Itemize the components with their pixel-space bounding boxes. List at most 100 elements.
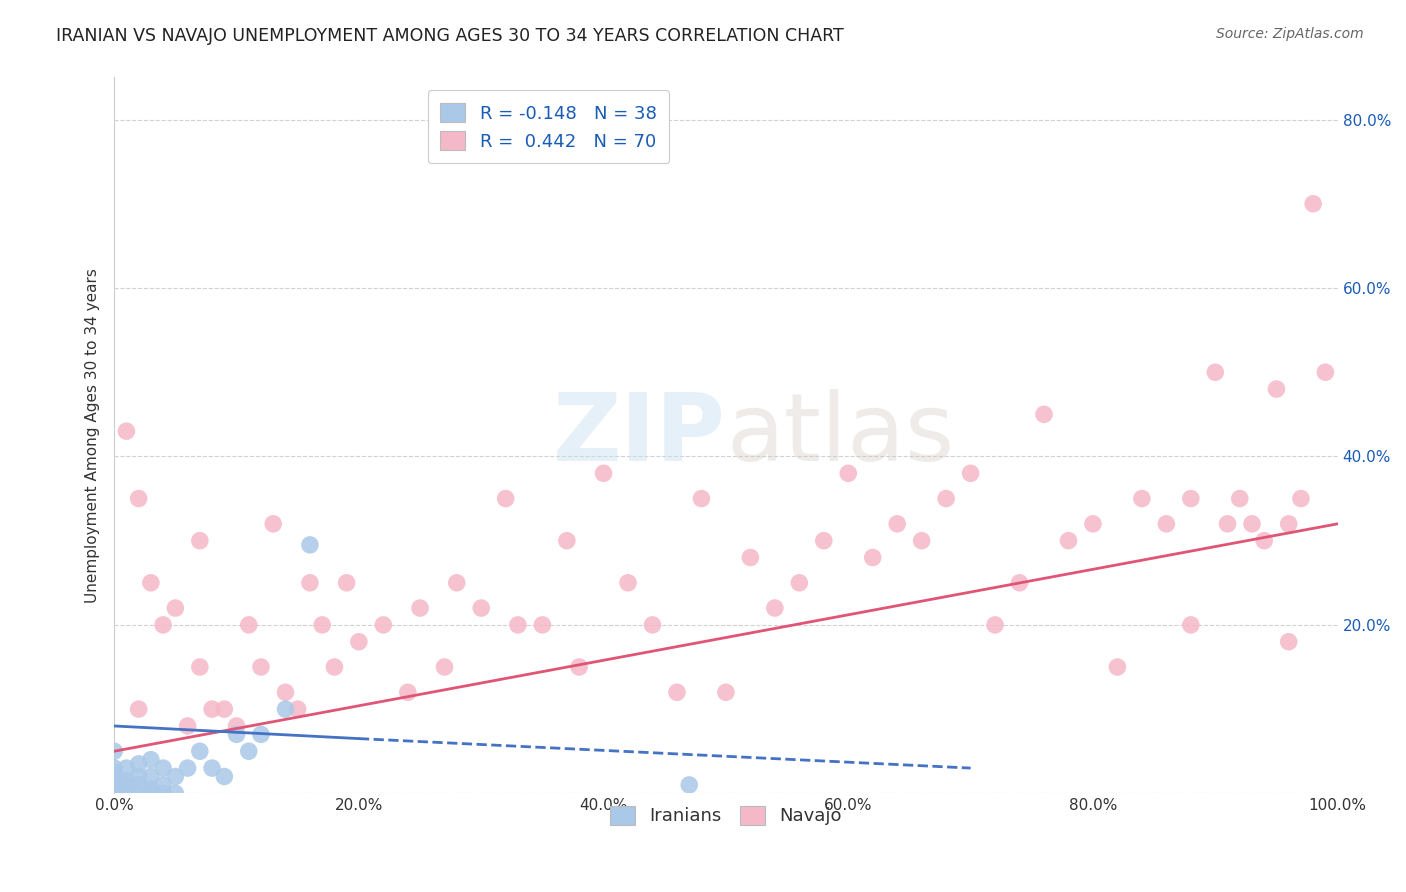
Point (103, 782, 125, 797)
Point (1278, 516, 1301, 531)
Point (1180, 618, 1202, 632)
Point (128, 491, 150, 506)
Point (139, 782, 162, 797)
Point (128, 778, 150, 792)
Point (103, 770, 125, 784)
Point (201, 761, 224, 775)
Point (592, 467, 614, 481)
Point (409, 601, 432, 615)
Point (139, 753, 162, 767)
Point (152, 618, 174, 632)
Point (103, 786, 125, 800)
Point (139, 786, 162, 800)
Point (347, 634, 370, 648)
Point (214, 770, 236, 784)
Legend: Iranians, Navajo: Iranians, Navajo (600, 797, 851, 834)
Point (568, 660, 591, 674)
Point (665, 685, 688, 699)
Point (250, 727, 273, 741)
Point (103, 765, 125, 780)
Point (433, 660, 456, 674)
Point (214, 702, 236, 716)
Point (446, 575, 468, 590)
Point (115, 424, 138, 438)
Point (714, 685, 737, 699)
Point (262, 516, 284, 531)
Point (1107, 660, 1129, 674)
Point (641, 618, 664, 632)
Point (298, 575, 321, 590)
Point (176, 719, 198, 733)
Point (287, 702, 309, 716)
Point (152, 778, 174, 792)
Point (238, 744, 260, 758)
Point (495, 491, 517, 506)
Point (274, 685, 297, 699)
Point (531, 618, 554, 632)
Point (690, 491, 713, 506)
Point (139, 575, 162, 590)
Point (959, 467, 981, 481)
Point (165, 770, 187, 784)
Point (152, 761, 174, 775)
Point (555, 533, 578, 548)
Text: IRANIAN VS NAVAJO UNEMPLOYMENT AMONG AGES 30 TO 34 YEARS CORRELATION CHART: IRANIAN VS NAVAJO UNEMPLOYMENT AMONG AGE… (56, 27, 844, 45)
Point (115, 782, 138, 797)
Point (250, 660, 273, 674)
Point (103, 786, 125, 800)
Point (1204, 365, 1226, 379)
Point (506, 618, 529, 632)
Point (1033, 408, 1056, 422)
Point (103, 778, 125, 792)
Point (128, 786, 150, 800)
Point (323, 660, 346, 674)
Point (152, 786, 174, 800)
Point (1008, 575, 1031, 590)
Point (678, 778, 700, 792)
Point (1180, 491, 1202, 506)
Point (984, 618, 1007, 632)
Point (813, 533, 835, 548)
Point (617, 575, 640, 590)
Point (311, 618, 333, 632)
Point (128, 756, 150, 771)
Point (103, 744, 125, 758)
Point (1278, 634, 1301, 648)
Point (128, 702, 150, 716)
Point (139, 770, 162, 784)
Point (201, 702, 224, 716)
Point (336, 575, 359, 590)
Y-axis label: Unemployment Among Ages 30 to 34 years: Unemployment Among Ages 30 to 34 years (86, 268, 100, 603)
Point (298, 538, 321, 552)
Point (1229, 491, 1251, 506)
Point (1302, 196, 1324, 211)
Point (763, 601, 786, 615)
Point (238, 618, 260, 632)
Point (911, 533, 934, 548)
Point (103, 786, 125, 800)
Text: ZIP: ZIP (553, 390, 725, 482)
Point (188, 744, 211, 758)
Point (165, 786, 187, 800)
Point (837, 467, 859, 481)
Point (188, 660, 211, 674)
Point (470, 601, 492, 615)
Point (1289, 491, 1312, 506)
Point (225, 719, 247, 733)
Point (225, 727, 247, 741)
Point (1253, 533, 1275, 548)
Point (103, 786, 125, 800)
Point (740, 550, 762, 565)
Point (1265, 382, 1288, 396)
Point (115, 778, 138, 792)
Point (1240, 516, 1263, 531)
Point (1081, 516, 1104, 531)
Point (373, 618, 395, 632)
Point (115, 786, 138, 800)
Point (274, 702, 297, 716)
Text: Source: ZipAtlas.com: Source: ZipAtlas.com (1216, 27, 1364, 41)
Point (1130, 491, 1153, 506)
Point (886, 516, 908, 531)
Point (115, 761, 138, 775)
Point (176, 761, 198, 775)
